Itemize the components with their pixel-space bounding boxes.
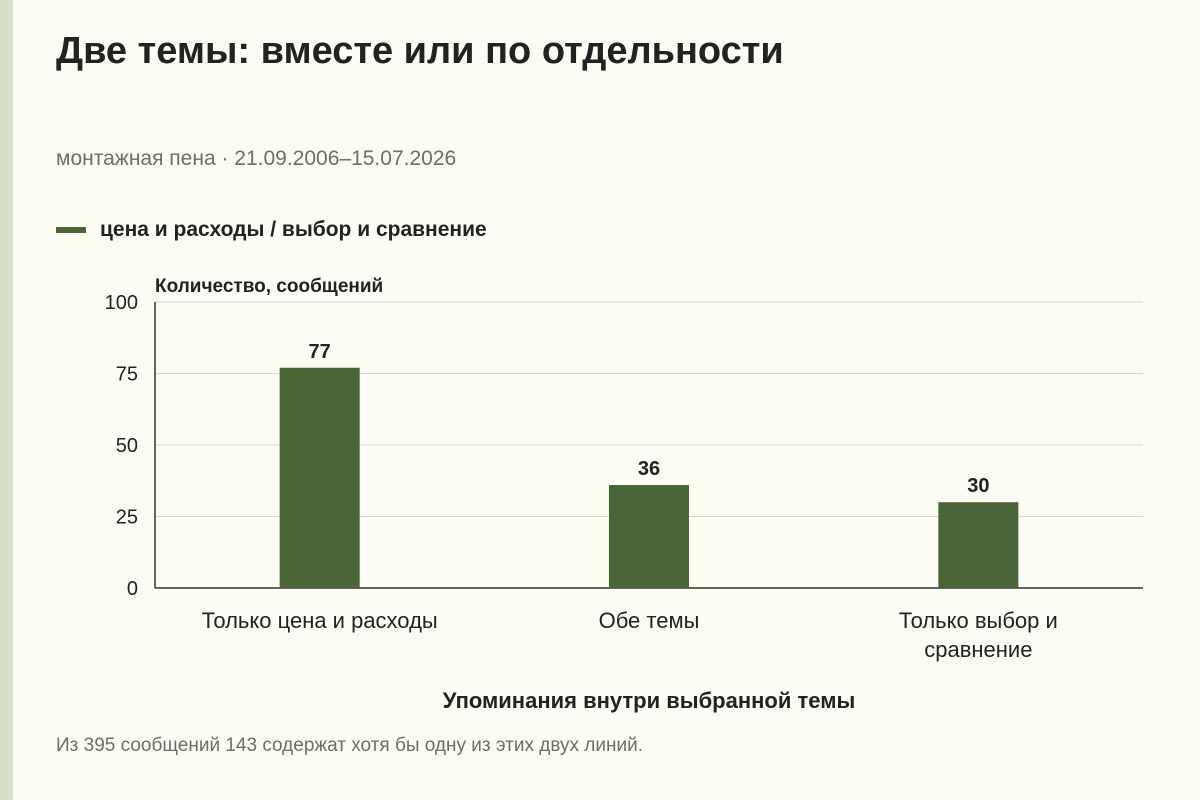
accent-strip: [0, 0, 13, 800]
footnote: Из 395 сообщений 143 содержат хотя бы од…: [56, 735, 643, 756]
x-category-label: Обе темы: [599, 608, 700, 633]
x-category-label: Только выбор и: [899, 608, 1058, 633]
x-category-label: сравнение: [924, 637, 1032, 662]
x-axis-label: Упоминания внутри выбранной темы: [443, 688, 856, 713]
x-category-label: Только цена и расходы: [202, 608, 438, 633]
bar: [279, 367, 360, 588]
y-tick-label: 100: [105, 292, 138, 314]
legend-swatch: [56, 227, 86, 233]
y-tick-label: 75: [116, 364, 138, 386]
bar: [938, 502, 1019, 588]
y-axis-label: Количество, сообщений: [155, 276, 383, 297]
legend-label: цена и расходы / выбор и сравнение: [100, 218, 487, 241]
y-tick-label: 50: [116, 435, 138, 457]
chart-title: Две темы: вместе или по отдельности: [56, 30, 784, 72]
bar-value-label: 30: [967, 475, 989, 497]
chart-subtitle: монтажная пена · 21.09.2006–15.07.2026: [56, 147, 457, 170]
bar-value-label: 36: [638, 458, 660, 480]
y-tick-label: 25: [116, 507, 138, 529]
legend: цена и расходы / выбор и сравнение: [56, 218, 487, 242]
bar: [609, 485, 689, 588]
bar-value-label: 77: [309, 341, 331, 363]
y-tick-label: 0: [127, 578, 138, 600]
